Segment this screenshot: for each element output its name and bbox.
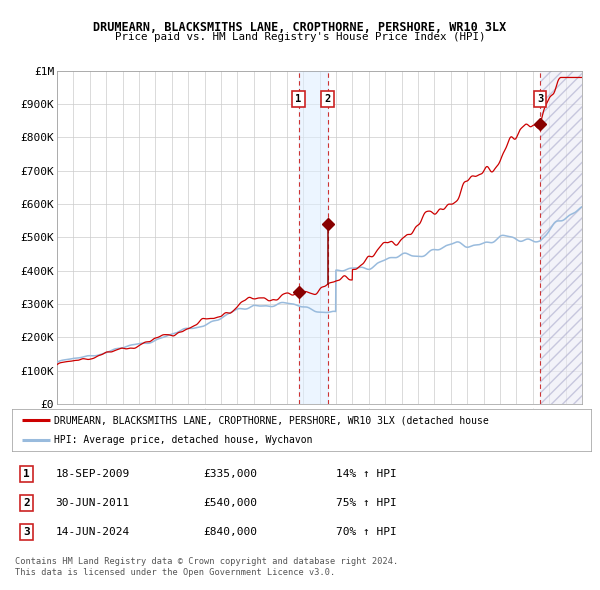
Text: 1: 1 (295, 94, 302, 104)
Text: 3: 3 (23, 527, 30, 537)
Text: 18-SEP-2009: 18-SEP-2009 (55, 469, 130, 478)
Text: £540,000: £540,000 (203, 498, 257, 508)
Text: 14% ↑ HPI: 14% ↑ HPI (336, 469, 397, 478)
Text: 30-JUN-2011: 30-JUN-2011 (55, 498, 130, 508)
Text: Price paid vs. HM Land Registry's House Price Index (HPI): Price paid vs. HM Land Registry's House … (115, 32, 485, 42)
Text: 14-JUN-2024: 14-JUN-2024 (55, 527, 130, 537)
Bar (299, 71, 328, 404)
Text: 2: 2 (23, 498, 30, 508)
Text: 2: 2 (325, 94, 331, 104)
Text: 70% ↑ HPI: 70% ↑ HPI (336, 527, 397, 537)
Text: This data is licensed under the Open Government Licence v3.0.: This data is licensed under the Open Gov… (15, 568, 335, 577)
Text: £335,000: £335,000 (203, 469, 257, 478)
Text: 3: 3 (537, 94, 543, 104)
Bar (540, 71, 582, 404)
Text: DRUMEARN, BLACKSMITHS LANE, CROPTHORNE, PERSHORE, WR10 3LX: DRUMEARN, BLACKSMITHS LANE, CROPTHORNE, … (94, 21, 506, 34)
Text: 1: 1 (23, 469, 30, 478)
Text: Contains HM Land Registry data © Crown copyright and database right 2024.: Contains HM Land Registry data © Crown c… (15, 558, 398, 566)
Text: 75% ↑ HPI: 75% ↑ HPI (336, 498, 397, 508)
Text: HPI: Average price, detached house, Wychavon: HPI: Average price, detached house, Wych… (53, 435, 312, 445)
Text: £840,000: £840,000 (203, 527, 257, 537)
Text: DRUMEARN, BLACKSMITHS LANE, CROPTHORNE, PERSHORE, WR10 3LX (detached house: DRUMEARN, BLACKSMITHS LANE, CROPTHORNE, … (53, 415, 488, 425)
